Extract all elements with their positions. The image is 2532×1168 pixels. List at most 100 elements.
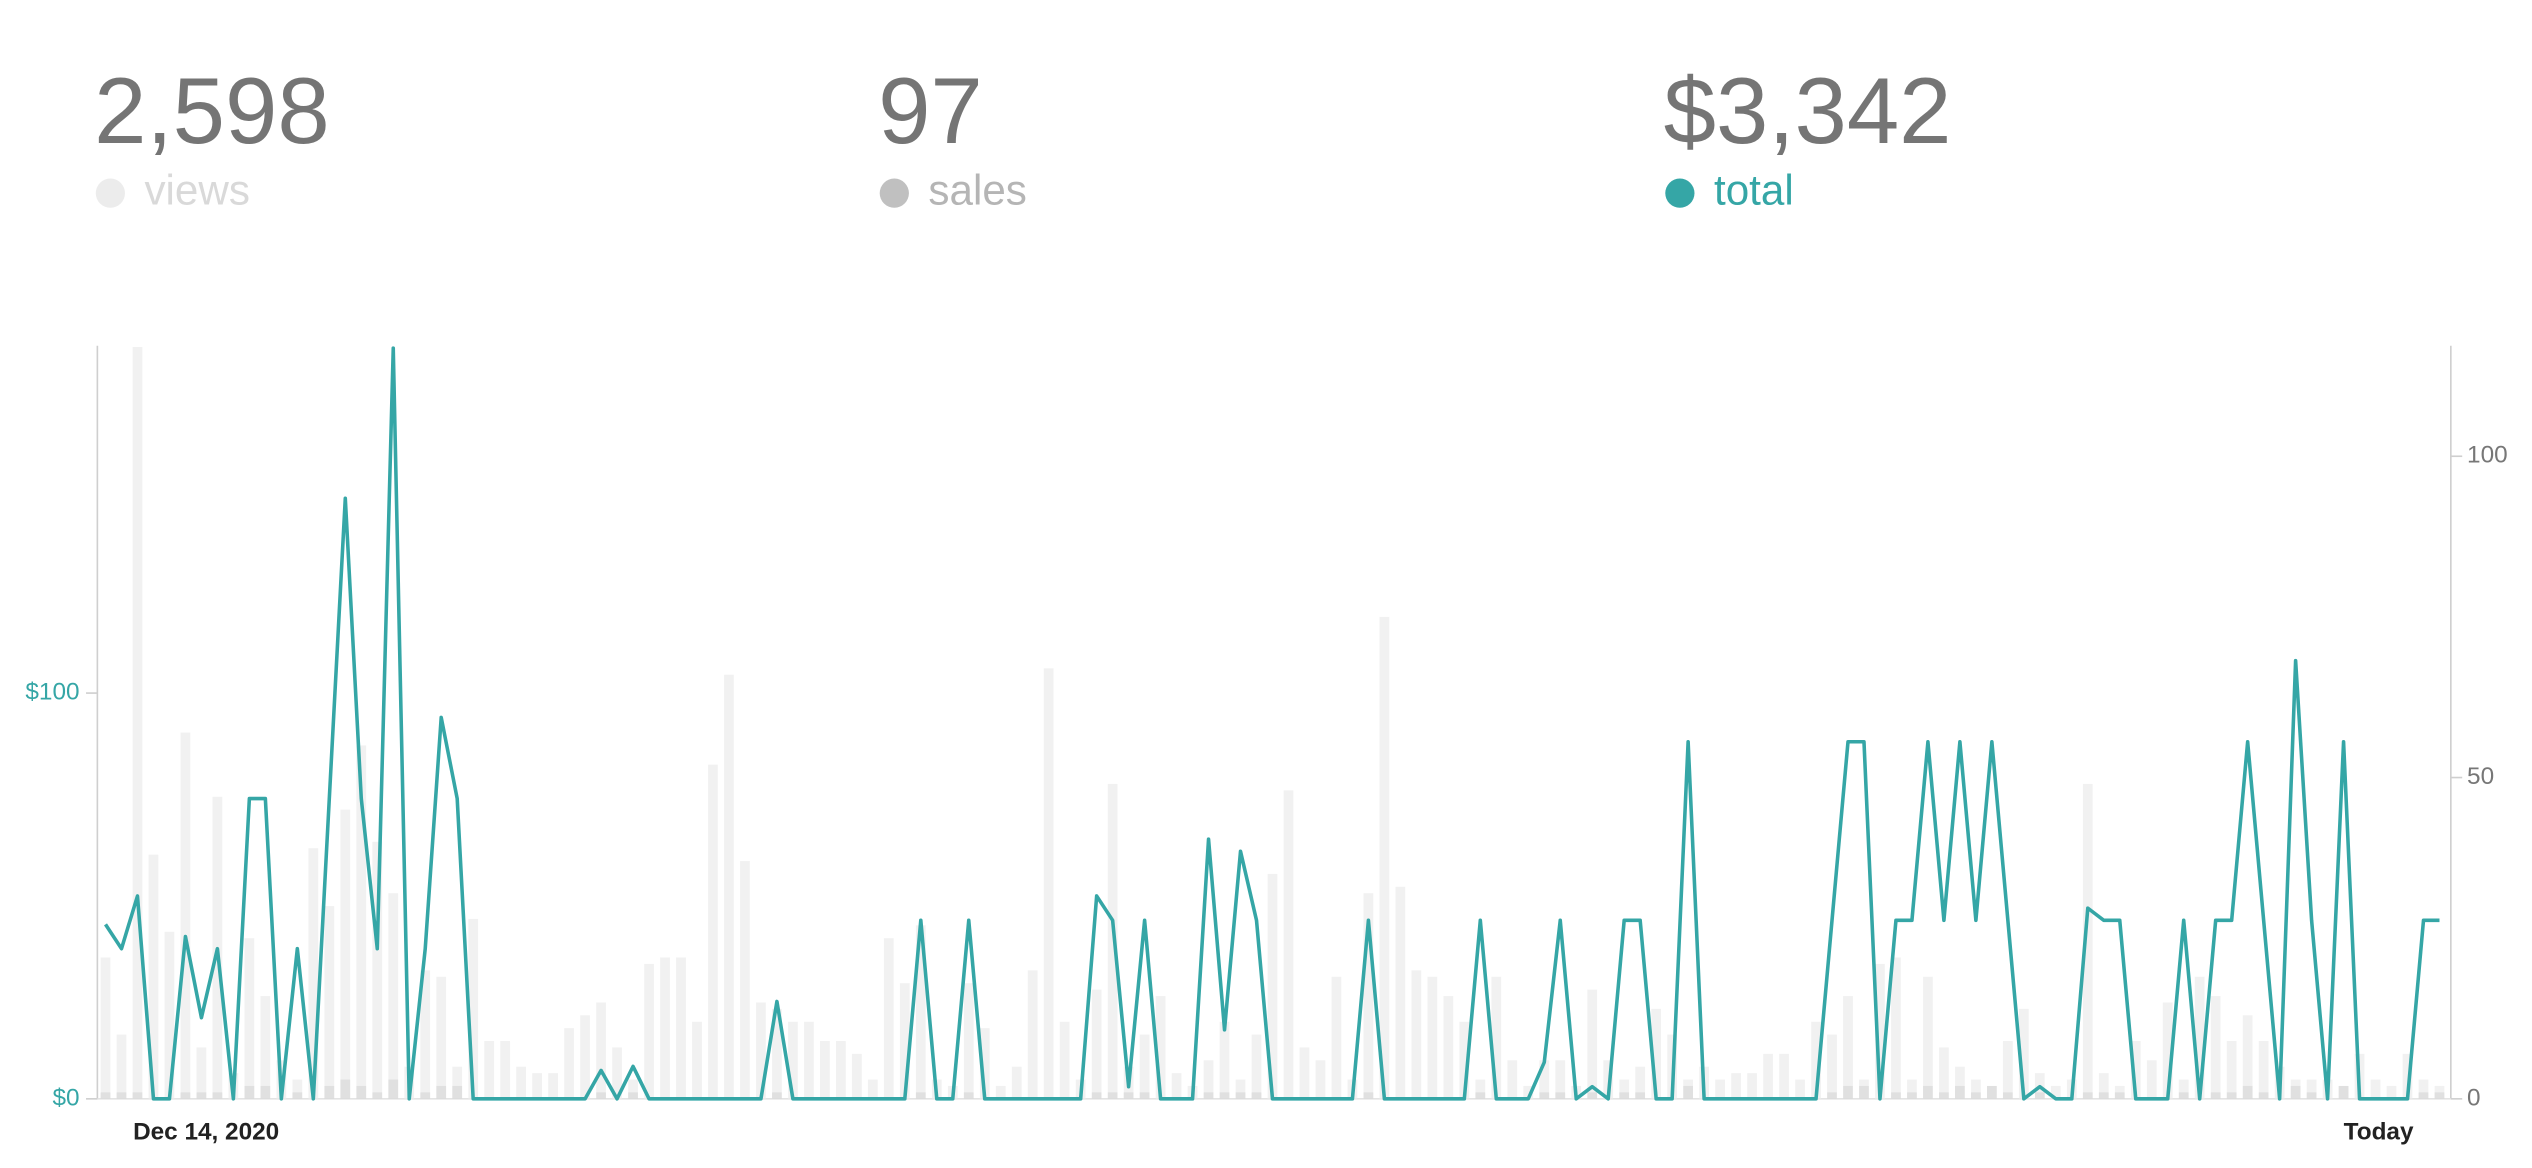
bar xyxy=(1731,1073,1741,1099)
bar xyxy=(260,996,271,1099)
bar xyxy=(1587,1092,1598,1099)
bar xyxy=(1971,1079,1981,1099)
bar xyxy=(2210,1092,2221,1099)
bar xyxy=(132,347,143,1099)
stat-value: 97 xyxy=(878,58,983,163)
bar xyxy=(452,1085,463,1099)
bar xyxy=(2386,1085,2397,1099)
bar xyxy=(180,1092,191,1099)
bar xyxy=(2338,1085,2349,1099)
bar xyxy=(1635,1092,1646,1099)
bar xyxy=(628,1092,638,1099)
bar xyxy=(452,1066,463,1099)
bar xyxy=(1379,616,1390,1099)
bar xyxy=(116,1034,127,1099)
bar xyxy=(820,1041,830,1099)
bar xyxy=(772,1008,782,1099)
bar xyxy=(2034,1092,2045,1099)
bar xyxy=(1331,976,1342,1099)
bar xyxy=(1251,1092,1262,1099)
bar xyxy=(500,1041,511,1099)
bar xyxy=(2338,1085,2349,1099)
bar xyxy=(164,931,175,1099)
x-tick-label: Today xyxy=(2344,1118,2414,1145)
bar xyxy=(116,1092,127,1099)
bar xyxy=(1539,1092,1550,1099)
bar xyxy=(1683,1085,1694,1099)
bar xyxy=(1155,996,1166,1099)
bar xyxy=(1971,1092,1981,1099)
bar xyxy=(1507,1060,1518,1099)
bar xyxy=(2178,1092,2189,1099)
bar xyxy=(2290,1085,2301,1099)
bar xyxy=(244,938,255,1099)
bar xyxy=(2114,1092,2125,1099)
bar xyxy=(1923,976,1933,1099)
bar xyxy=(1763,1053,1773,1099)
bar xyxy=(2130,1041,2141,1099)
y-tick-label: $0 xyxy=(52,1084,79,1111)
bar xyxy=(100,1092,111,1099)
bar xyxy=(2050,1085,2061,1099)
bar xyxy=(532,1073,542,1099)
bar xyxy=(1539,1060,1550,1099)
plot-area xyxy=(100,346,2445,1101)
bar xyxy=(2194,976,2205,1099)
bar xyxy=(2434,1085,2445,1099)
y-tick-label: $100 xyxy=(25,678,79,705)
bar xyxy=(2242,1015,2253,1099)
bar xyxy=(580,1015,590,1099)
bar xyxy=(1843,996,1853,1099)
bar xyxy=(2002,1041,2013,1099)
bar xyxy=(883,938,894,1099)
bar xyxy=(1811,1021,1821,1099)
bar xyxy=(2418,1079,2429,1099)
bar xyxy=(644,963,654,1099)
bar xyxy=(1203,1060,1214,1099)
bar xyxy=(2098,1073,2109,1099)
bar xyxy=(835,1041,846,1099)
bar xyxy=(1299,1047,1310,1099)
bar xyxy=(2114,1085,2125,1099)
bar xyxy=(1315,1060,1326,1099)
bar xyxy=(1859,1085,1869,1099)
bar xyxy=(676,957,686,1099)
bar xyxy=(436,976,447,1099)
bar xyxy=(292,1079,303,1099)
bar xyxy=(2306,1092,2317,1099)
bar xyxy=(851,1053,862,1099)
bar xyxy=(308,848,319,1099)
bar xyxy=(1395,886,1406,1099)
bar xyxy=(356,1085,367,1099)
bar xyxy=(1011,1066,1022,1099)
bar xyxy=(2162,1002,2173,1099)
bar xyxy=(724,674,734,1099)
bar xyxy=(340,809,351,1099)
bar xyxy=(1219,1021,1230,1099)
bar xyxy=(516,1066,527,1099)
bar xyxy=(1251,1034,1262,1099)
bar xyxy=(1955,1085,1965,1099)
bar xyxy=(1107,1092,1118,1099)
bar xyxy=(292,1092,303,1099)
bar xyxy=(1459,1021,1470,1099)
bar xyxy=(1987,1085,1997,1099)
y2-tick-label: 50 xyxy=(2467,763,2494,790)
bar xyxy=(1219,1092,1230,1099)
stat-value: 2,598 xyxy=(94,58,330,163)
bar xyxy=(660,957,670,1099)
bar xyxy=(324,906,335,1099)
bar xyxy=(1475,1092,1486,1099)
bar xyxy=(708,764,718,1099)
bar xyxy=(1171,1073,1182,1099)
bar xyxy=(1267,873,1278,1099)
bar xyxy=(2226,1041,2237,1099)
bar xyxy=(468,918,479,1099)
bar xyxy=(596,1002,606,1099)
bar xyxy=(1107,783,1118,1099)
legend-dot xyxy=(95,178,125,208)
bar xyxy=(979,1028,990,1099)
bar xyxy=(2226,1092,2237,1099)
bar xyxy=(324,1085,335,1099)
